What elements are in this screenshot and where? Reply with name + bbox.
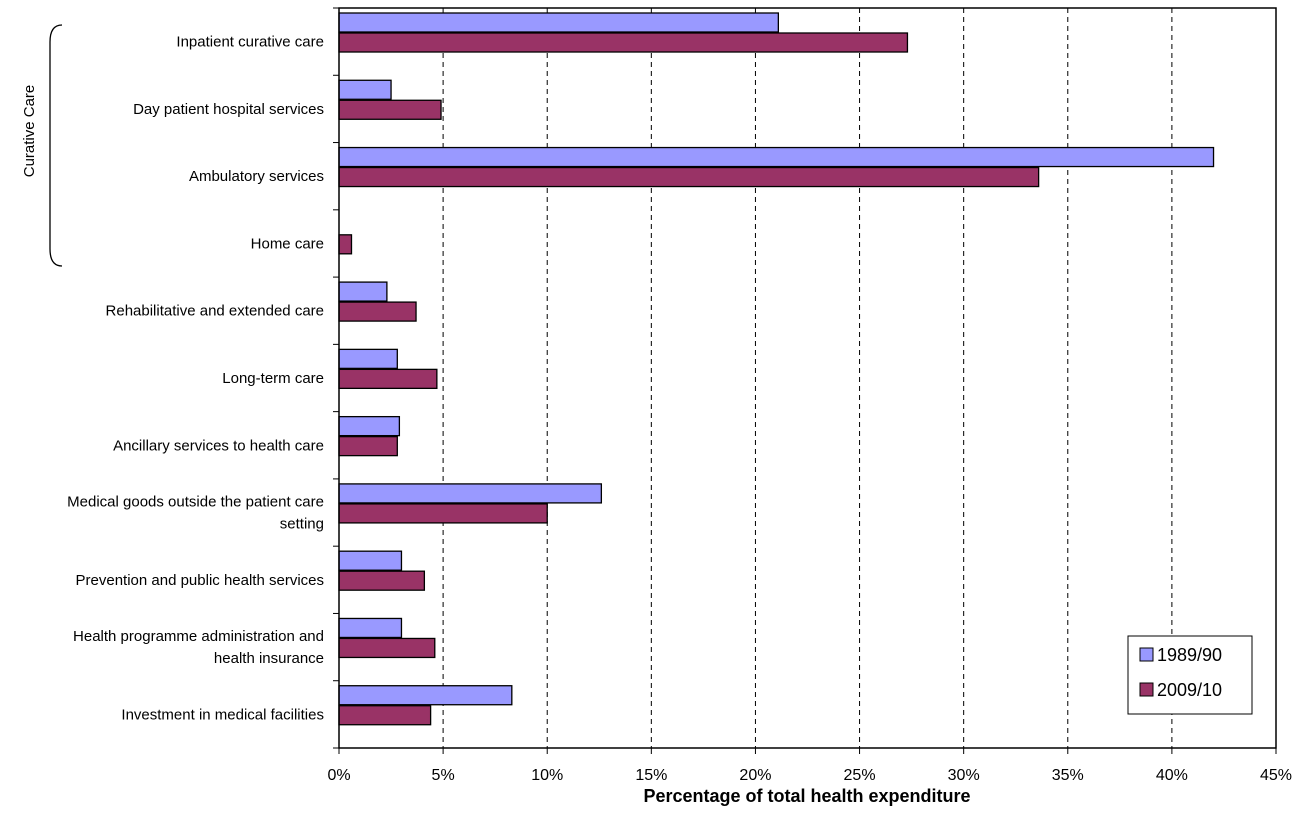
group-label: Curative Care bbox=[21, 85, 38, 178]
legend: 1989/90 2009/10 bbox=[1127, 635, 1253, 715]
legend-swatch-2009-10 bbox=[1139, 682, 1154, 697]
bar-1989-90 bbox=[338, 79, 392, 100]
x-tick-label: 35% bbox=[1052, 767, 1084, 784]
bar-2009-10 bbox=[338, 503, 548, 524]
category-label: Ancillary services to health care bbox=[113, 437, 324, 454]
category-label: health insurance bbox=[214, 650, 324, 667]
category-label: Home care bbox=[251, 235, 324, 252]
x-axis-title: Percentage of total health expenditure bbox=[643, 786, 970, 806]
bar-1989-90 bbox=[338, 550, 403, 571]
category-label: setting bbox=[280, 516, 324, 533]
bar-1989-90 bbox=[338, 146, 1215, 168]
x-tick-label: 30% bbox=[948, 767, 980, 784]
grid-lines bbox=[442, 8, 1173, 748]
bar-1989-90 bbox=[338, 483, 603, 504]
bar-2009-10 bbox=[338, 99, 442, 120]
category-label: Medical goods outside the patient care bbox=[67, 494, 324, 511]
x-tick-label: 45% bbox=[1260, 767, 1292, 784]
x-tick-label: 5% bbox=[432, 767, 455, 784]
x-tick-labels: 0% 5% 10% 15% 20% 25% 30% 35% 40% 45% bbox=[327, 767, 1292, 784]
bar-1989-90 bbox=[338, 348, 398, 370]
bar-2009-10 bbox=[338, 637, 436, 659]
bar-2009-10 bbox=[338, 435, 398, 457]
x-tick-label: 20% bbox=[739, 767, 771, 784]
category-labels: Inpatient curative care Day patient hospi… bbox=[67, 34, 324, 724]
bar-1989-90 bbox=[338, 415, 401, 437]
category-label: Day patient hospital services bbox=[133, 101, 324, 118]
category-label: Ambulatory services bbox=[189, 168, 324, 185]
plot-area bbox=[338, 7, 1277, 749]
group-bracket bbox=[49, 24, 63, 267]
legend-label-1989-90: 1989/90 bbox=[1157, 645, 1222, 665]
axis-ticks bbox=[333, 7, 1277, 754]
bar-1989-90 bbox=[338, 12, 779, 33]
category-label: Investment in medical facilities bbox=[121, 706, 324, 723]
bars bbox=[338, 12, 1215, 726]
bar-2009-10 bbox=[338, 32, 909, 53]
bar-1989-90 bbox=[338, 685, 513, 706]
category-label: Rehabilitative and extended care bbox=[106, 303, 324, 320]
category-label: Prevention and public health services bbox=[76, 572, 324, 589]
x-tick-label: 10% bbox=[531, 767, 563, 784]
x-tick-label: 15% bbox=[635, 767, 667, 784]
legend-label-2009-10: 2009/10 bbox=[1157, 680, 1222, 700]
x-tick-label: 40% bbox=[1156, 767, 1188, 784]
bar-1989-90 bbox=[338, 281, 388, 302]
category-label: Health programme administration and bbox=[73, 628, 324, 645]
bar-2009-10 bbox=[338, 301, 417, 322]
bar-2009-10 bbox=[338, 570, 426, 591]
bar-2009-10 bbox=[338, 368, 438, 390]
x-tick-label: 25% bbox=[844, 767, 876, 784]
bar-2009-10 bbox=[338, 705, 432, 726]
bar-2009-10 bbox=[338, 234, 353, 255]
x-tick-label: 0% bbox=[327, 767, 350, 784]
category-label: Inpatient curative care bbox=[176, 34, 324, 51]
category-label: Long-term care bbox=[222, 370, 324, 387]
bar-1989-90 bbox=[338, 617, 403, 639]
bar-2009-10 bbox=[338, 166, 1040, 188]
legend-swatch-1989-90 bbox=[1139, 647, 1154, 662]
